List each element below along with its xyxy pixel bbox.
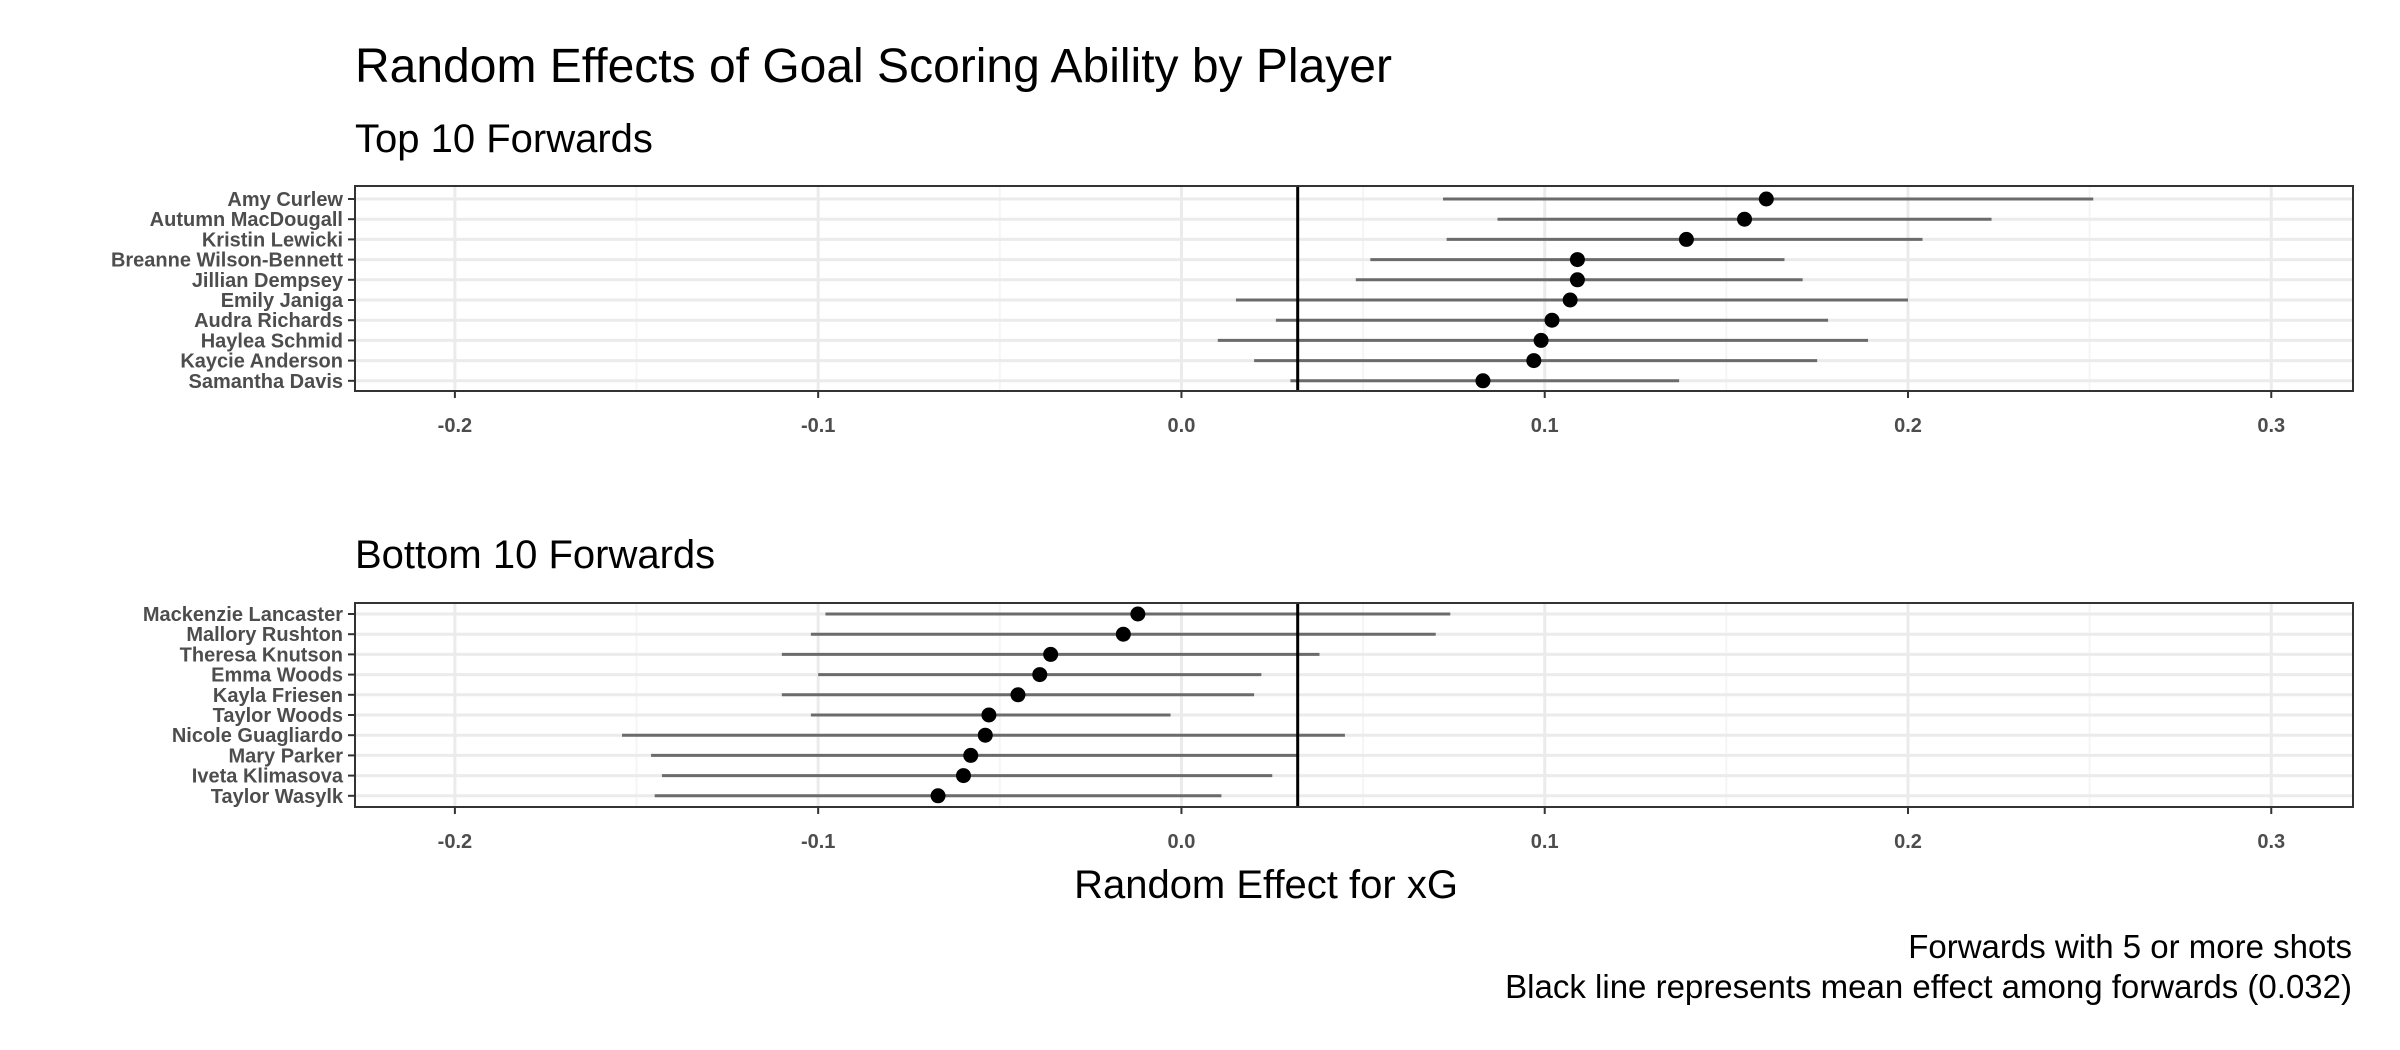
point-estimate-6 — [981, 707, 997, 723]
y-tick-label: Kaycie Anderson — [180, 351, 343, 373]
y-tick-label: Theresa Knutson — [180, 644, 343, 666]
x-tick-label: -0.2 — [438, 415, 472, 437]
panel-border — [354, 602, 2354, 808]
y-tick-label: Haylea Schmid — [201, 330, 343, 352]
y-tick-label: Breanne Wilson-Bennett — [111, 250, 343, 272]
caption-line-1: Forwards with 5 or more shots — [1908, 928, 2352, 965]
caption-line-2: Black line represents mean effect among … — [1505, 968, 2352, 1005]
x-tick-label: 0.0 — [1168, 415, 1196, 437]
x-tick-label: 0.2 — [1894, 831, 1922, 853]
y-tick-label: Amy Curlew — [227, 189, 343, 211]
point-estimate-5 — [1569, 272, 1585, 288]
point-estimate-10 — [1475, 373, 1491, 389]
y-tick-label: Mallory Rushton — [186, 624, 343, 646]
x-tick-label: -0.1 — [801, 831, 835, 853]
y-tick-label: Kristin Lewicki — [202, 229, 343, 251]
point-estimate-1 — [1130, 606, 1146, 622]
y-tick-label: Taylor Wasylk — [211, 786, 344, 808]
x-tick-label: 0.3 — [2257, 831, 2285, 853]
chart-title: Random Effects of Goal Scoring Ability b… — [355, 40, 1392, 93]
y-tick-label: Nicole Guagliardo — [172, 725, 343, 747]
point-estimate-10 — [930, 788, 946, 804]
point-estimate-3 — [1678, 231, 1694, 247]
x-axis-label: Random Effect for xG — [1074, 863, 1458, 907]
point-estimate-4 — [1032, 667, 1048, 683]
y-tick-label: Emma Woods — [211, 665, 343, 687]
y-tick-label: Mackenzie Lancaster — [143, 604, 343, 626]
y-tick-label: Emily Janiga — [221, 290, 344, 312]
y-tick-label: Jillian Dempsey — [192, 270, 344, 292]
x-tick-label: 0.2 — [1894, 415, 1922, 437]
point-estimate-9 — [1526, 353, 1542, 369]
x-tick-label: 0.3 — [2257, 415, 2285, 437]
x-tick-label: -0.1 — [801, 415, 835, 437]
point-estimate-6 — [1562, 292, 1578, 308]
point-estimate-4 — [1569, 252, 1585, 268]
point-estimate-2 — [1115, 626, 1131, 642]
x-tick-label: -0.2 — [438, 831, 472, 853]
y-tick-label: Mary Parker — [228, 745, 343, 767]
point-estimate-9 — [955, 768, 971, 784]
x-tick-label: 0.0 — [1168, 831, 1196, 853]
point-estimate-8 — [1533, 332, 1549, 348]
y-tick-label: Audra Richards — [194, 310, 343, 332]
point-estimate-7 — [1544, 312, 1560, 328]
point-estimate-7 — [977, 727, 993, 743]
panel-subtitle: Top 10 Forwards — [355, 117, 653, 161]
point-estimate-3 — [1043, 646, 1059, 662]
point-estimate-5 — [1010, 687, 1026, 703]
point-estimate-2 — [1737, 211, 1753, 227]
panel-border — [354, 185, 2354, 392]
y-tick-label: Samantha Davis — [188, 371, 343, 393]
panel-2: Bottom 10 Forwards Mackenzie LancasterMal… — [143, 533, 2354, 853]
x-tick-label: 0.1 — [1531, 831, 1559, 853]
y-tick-label: Iveta Klimasova — [192, 766, 344, 788]
point-estimate-8 — [963, 747, 979, 763]
x-tick-label: 0.1 — [1531, 415, 1559, 437]
point-estimate-1 — [1758, 191, 1774, 207]
y-tick-label: Kayla Friesen — [213, 685, 343, 707]
panel-background — [355, 603, 2353, 807]
panel-subtitle: Bottom 10 Forwards — [355, 533, 715, 577]
y-tick-label: Taylor Woods — [213, 705, 343, 727]
y-tick-label: Autumn MacDougall — [150, 209, 343, 231]
